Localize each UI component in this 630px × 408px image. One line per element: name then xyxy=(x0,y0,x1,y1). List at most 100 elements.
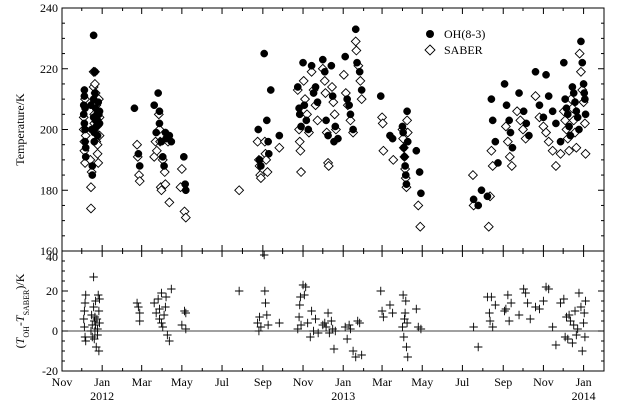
oh-point xyxy=(295,110,304,119)
oh-point xyxy=(331,122,340,131)
saber-point xyxy=(402,115,413,126)
oh-point xyxy=(260,49,269,58)
saber-point xyxy=(579,118,590,129)
difference-point xyxy=(157,288,166,298)
oh-point xyxy=(505,116,514,125)
oh-point xyxy=(302,116,311,125)
difference-point xyxy=(379,312,388,322)
oh-point xyxy=(539,113,548,122)
difference-point xyxy=(578,346,587,356)
difference-point xyxy=(355,318,364,328)
difference-point xyxy=(327,316,336,326)
difference-point xyxy=(580,308,589,318)
saber-point xyxy=(483,221,494,232)
difference-point xyxy=(95,294,104,304)
oh-point xyxy=(531,67,540,76)
x-tick-label: Jul xyxy=(215,375,230,389)
oh-point xyxy=(81,125,89,134)
difference-point xyxy=(95,318,104,328)
difference-point xyxy=(342,334,352,344)
difference-point xyxy=(526,314,535,324)
x-tick-label: Nov xyxy=(293,375,314,389)
oh-point xyxy=(542,70,550,79)
y-axis-label-part: - xyxy=(13,322,27,326)
saber-point xyxy=(156,185,167,196)
difference-point xyxy=(311,314,320,324)
difference-point xyxy=(295,300,304,310)
difference-point xyxy=(132,298,142,308)
difference-point xyxy=(181,324,191,334)
saber-point xyxy=(356,94,367,105)
difference-point xyxy=(416,324,426,334)
saber-point xyxy=(388,154,399,165)
saber-point xyxy=(261,154,272,165)
difference-point xyxy=(300,290,309,300)
x-tick-label: Sep xyxy=(254,375,272,389)
difference-point xyxy=(573,324,582,334)
difference-point xyxy=(90,312,100,322)
difference-point xyxy=(89,272,98,282)
difference-point xyxy=(323,308,333,318)
saber-point xyxy=(543,136,554,147)
oh-point xyxy=(264,149,273,158)
oh-point xyxy=(548,107,557,116)
oh-point xyxy=(160,162,168,170)
difference-point xyxy=(485,308,494,318)
saber-point xyxy=(180,212,191,223)
oh-point xyxy=(579,80,588,88)
difference-point xyxy=(296,292,305,302)
saber-point xyxy=(164,197,175,208)
difference-point xyxy=(325,328,334,338)
difference-point xyxy=(563,334,572,344)
saber-point xyxy=(296,166,307,178)
x-year-label: 2014 xyxy=(572,389,596,403)
x-tick-label: Mar xyxy=(372,375,392,389)
oh-point xyxy=(134,149,143,158)
difference-point xyxy=(320,318,329,328)
oh-point xyxy=(318,55,327,64)
x-tick-label: Sep xyxy=(494,375,512,389)
saber-point xyxy=(93,157,104,168)
x-tick-label: Jan xyxy=(94,375,110,389)
saber-point xyxy=(378,145,389,156)
saber-point xyxy=(312,115,323,126)
oh-point xyxy=(293,83,302,91)
legend-saber-marker xyxy=(424,44,436,56)
oh-point xyxy=(81,152,90,161)
difference-point xyxy=(94,290,103,300)
difference-point xyxy=(256,322,266,332)
y-tick-label: 160 xyxy=(40,244,58,258)
difference-point xyxy=(400,308,410,318)
oh-point xyxy=(483,192,492,201)
difference-point xyxy=(260,286,270,296)
difference-point xyxy=(579,318,588,328)
saber-point xyxy=(547,145,558,156)
difference-point xyxy=(500,306,509,316)
difference-point xyxy=(506,298,516,308)
saber-point xyxy=(377,118,388,129)
difference-point xyxy=(181,308,191,318)
difference-point xyxy=(353,316,362,326)
difference-point xyxy=(253,318,262,328)
difference-point xyxy=(474,342,483,352)
difference-point xyxy=(306,332,315,342)
x-tick-label: Jan xyxy=(335,375,351,389)
oh-point xyxy=(573,113,582,122)
difference-point xyxy=(385,300,395,310)
difference-point xyxy=(79,314,88,324)
saber-point xyxy=(320,88,331,99)
oh-point xyxy=(571,98,579,107)
difference-point xyxy=(357,350,366,360)
oh-point xyxy=(297,122,305,131)
oh-point xyxy=(313,98,322,107)
difference-point xyxy=(81,336,90,346)
oh-point xyxy=(327,61,336,70)
oh-point xyxy=(300,101,309,110)
oh-point xyxy=(417,189,425,198)
x-tick-label: Jan xyxy=(576,375,592,389)
difference-point xyxy=(398,322,407,332)
difference-point xyxy=(566,316,575,326)
oh-point xyxy=(401,162,409,170)
oh-point xyxy=(150,101,159,110)
bottom-plot-frame xyxy=(61,250,605,372)
